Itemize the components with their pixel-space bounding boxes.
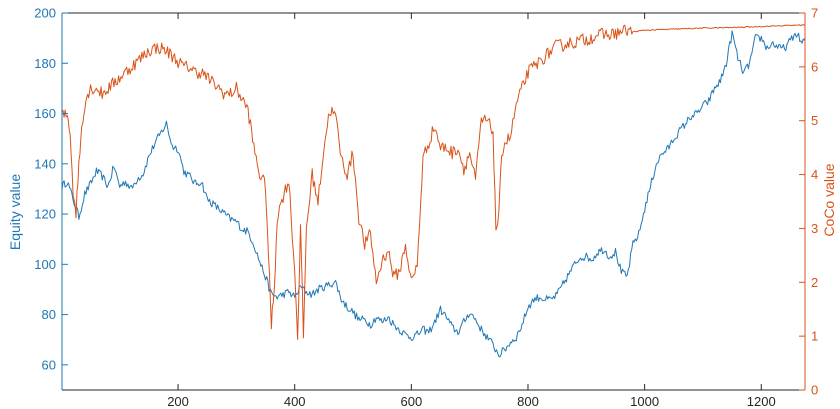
y-left-tick-label: 140 (34, 156, 56, 171)
y-right-tick-label: 7 (811, 6, 818, 21)
y-left-tick-label: 160 (34, 106, 56, 121)
x-tick-label: 800 (517, 394, 539, 409)
y-axis-right-label: CoCo value (821, 163, 837, 236)
y-left-tick-label: 120 (34, 207, 56, 222)
x-tick-label: 1200 (747, 394, 776, 409)
equity-value-line (61, 30, 806, 358)
y-right-tick-label: 0 (811, 383, 818, 398)
x-tick-label: 1000 (630, 394, 659, 409)
y-left-tick-label: 100 (34, 257, 56, 272)
y-axis-left-label: Equity value (7, 174, 23, 250)
y-left-tick-label: 180 (34, 56, 56, 71)
y-right-tick-label: 3 (811, 221, 818, 236)
y-right-tick-label: 4 (811, 167, 818, 182)
y-right-tick-label: 6 (811, 59, 818, 74)
plot-area (61, 24, 806, 358)
coco-value-line (61, 24, 806, 340)
y-right-tick-label: 2 (811, 275, 818, 290)
x-tick-label: 200 (167, 394, 189, 409)
y-left-tick-label: 60 (42, 357, 56, 372)
x-tick-label: 400 (284, 394, 306, 409)
y-left-tick-label: 80 (42, 307, 56, 322)
y-right-tick-label: 5 (811, 113, 818, 128)
y-left-tick-label: 200 (34, 6, 56, 21)
x-tick-label: 600 (400, 394, 422, 409)
y-right-tick-label: 1 (811, 329, 818, 344)
axes: 200 400 600 800 1000 120060801001201401601802… (34, 6, 818, 409)
